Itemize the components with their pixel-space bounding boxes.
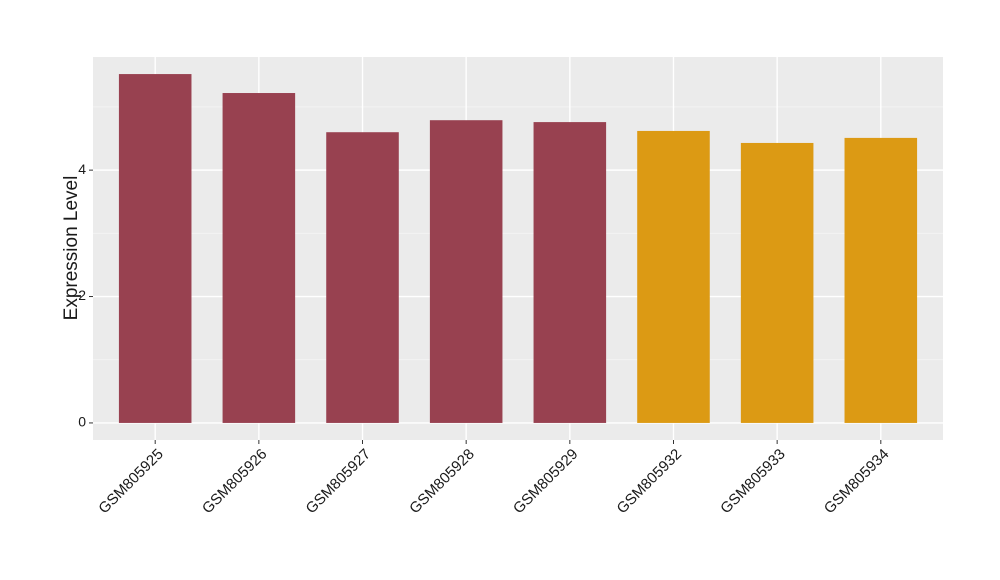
y-tick-label: 0 xyxy=(78,414,86,430)
y-tick-label: 4 xyxy=(78,161,86,177)
y-tick-label: 2 xyxy=(78,287,86,303)
x-tick-label: GSM805928 xyxy=(406,446,478,518)
plot-panel xyxy=(93,57,943,440)
x-tick-label: GSM805927 xyxy=(303,446,375,518)
bar xyxy=(637,130,710,423)
bar xyxy=(844,137,918,423)
x-tick-label: GSM805926 xyxy=(199,446,271,518)
bar xyxy=(533,122,607,423)
bar xyxy=(429,120,503,423)
bar xyxy=(118,74,192,423)
x-tick-label: GSM805925 xyxy=(95,446,167,518)
x-tick-label: GSM805932 xyxy=(614,446,686,518)
x-tick-label: GSM805929 xyxy=(510,446,582,518)
bar xyxy=(326,132,399,423)
bar xyxy=(222,93,296,423)
x-tick-label: GSM805934 xyxy=(821,446,893,518)
y-axis-title: Expression Level xyxy=(61,176,82,321)
x-tick-label: GSM805933 xyxy=(717,446,789,518)
bar xyxy=(740,142,814,423)
